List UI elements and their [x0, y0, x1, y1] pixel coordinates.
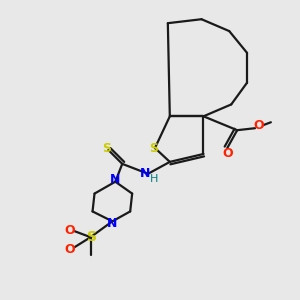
Text: O: O — [64, 243, 75, 256]
Text: N: N — [140, 167, 150, 180]
Text: S: S — [86, 230, 97, 244]
Text: N: N — [107, 217, 118, 230]
Text: S: S — [149, 142, 158, 154]
Text: O: O — [64, 224, 75, 237]
Text: S: S — [102, 142, 111, 154]
Text: N: N — [110, 173, 121, 186]
Text: H: H — [150, 174, 158, 184]
Text: O: O — [222, 148, 232, 160]
Text: O: O — [254, 119, 264, 132]
